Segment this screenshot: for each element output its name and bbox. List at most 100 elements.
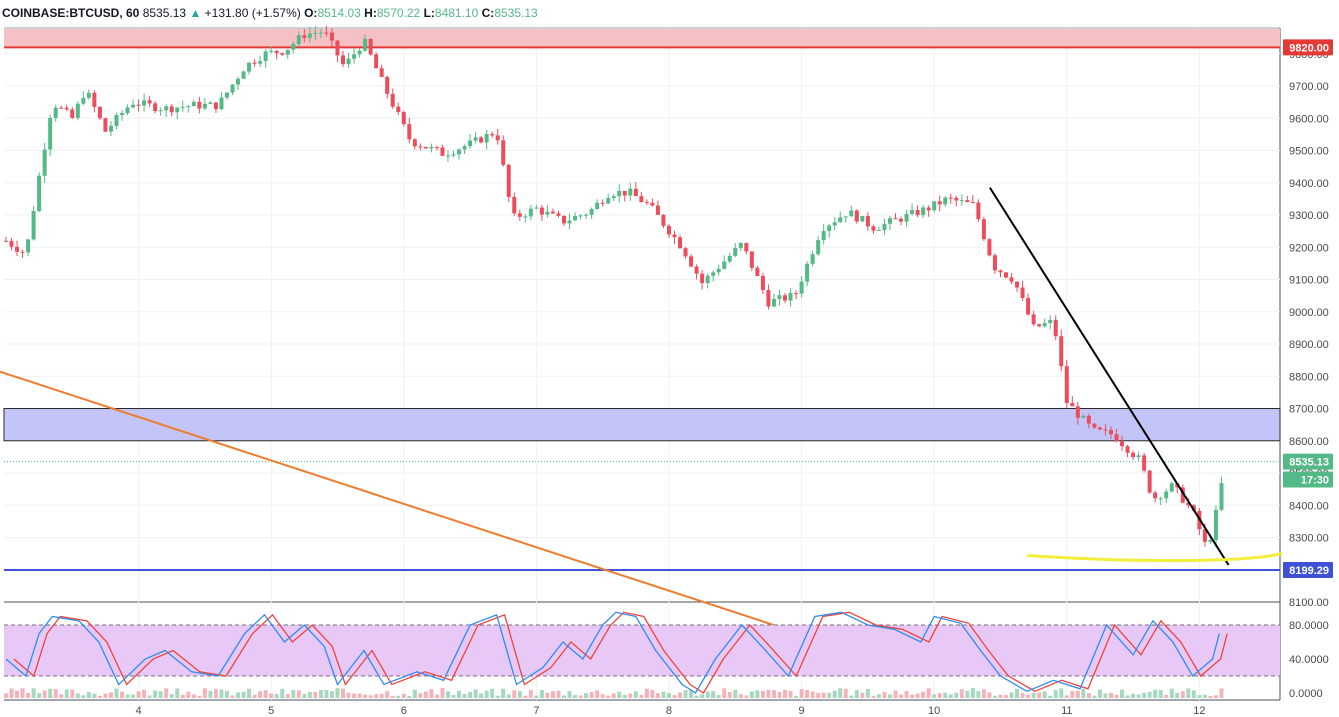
candle-body [501, 140, 506, 165]
volume-bar [832, 690, 837, 698]
volume-bar [865, 688, 870, 698]
candle-body [1004, 272, 1009, 278]
volume-bar [269, 693, 274, 698]
candle-body [567, 220, 572, 224]
candle-body [506, 164, 511, 197]
volume-bar [711, 691, 716, 698]
price-badge-label: 17:30 [1301, 474, 1329, 486]
candle-body [158, 110, 163, 112]
volume-bar [854, 690, 859, 698]
candle-body [611, 196, 616, 199]
volume-bar [296, 690, 301, 698]
candle-body [1125, 446, 1130, 453]
volume-bar [1070, 691, 1075, 698]
price-tick-label: 9300.00 [1289, 210, 1329, 222]
volume-bar [15, 690, 20, 698]
stoch-k-line [5, 611, 1220, 694]
volume-bar [644, 688, 649, 698]
candle-body [816, 240, 821, 255]
price-badge [1283, 39, 1333, 56]
candle-body [915, 210, 920, 216]
volume-bar [1086, 693, 1091, 698]
volume-bar [562, 695, 567, 698]
time-tick-label: 8 [666, 705, 672, 717]
candle-body [683, 248, 688, 257]
volume-bar [241, 691, 246, 698]
candle-body [169, 106, 174, 113]
axes: 9800.009700.009600.009500.009400.009300.… [136, 39, 1333, 717]
candle-body [644, 202, 649, 204]
candle-body [53, 107, 58, 118]
volume-bar [434, 694, 439, 698]
volume-bar [1064, 695, 1069, 698]
volume-bar [506, 694, 511, 698]
volume-bar [396, 695, 401, 698]
candle-body [987, 239, 992, 256]
volume-bar [224, 690, 229, 698]
volume-bar [357, 693, 362, 698]
volume-bar [473, 689, 478, 698]
price-tick-label: 8600.00 [1289, 436, 1329, 448]
volume-bar [75, 693, 80, 698]
volume-bar [407, 695, 412, 698]
candle-body [26, 239, 31, 253]
volume-bar [1004, 694, 1009, 698]
volume-bar [451, 694, 456, 698]
drawing-lines[interactable] [0, 187, 1283, 649]
candle-body [125, 107, 130, 114]
volume-bar [805, 689, 810, 698]
candle-body [462, 146, 467, 150]
candle-body [434, 146, 439, 148]
candle-body [318, 32, 323, 34]
candle-body [131, 104, 136, 108]
volume-bar [48, 688, 53, 698]
volume-bar [1142, 692, 1147, 698]
candle-body [573, 216, 578, 221]
volume-bar [1191, 690, 1196, 698]
volume-bar [528, 690, 533, 698]
candle-body [307, 33, 312, 38]
volume-bar [385, 691, 390, 698]
volume-bar [136, 691, 141, 698]
price-tick-label: 8800.00 [1289, 371, 1329, 383]
candle-body [534, 207, 539, 209]
candle-body [1086, 415, 1091, 424]
volume-bar [523, 695, 528, 698]
volume-bar [899, 694, 904, 698]
volume-bar [578, 695, 583, 698]
candle-body [153, 103, 158, 111]
volume-bar [423, 691, 428, 698]
volume-bar [887, 694, 892, 698]
volume-bar [1031, 692, 1036, 698]
volume-bar [70, 689, 75, 698]
volume-bar [37, 693, 42, 698]
volume-bar [573, 694, 578, 698]
volume-bar [1108, 692, 1113, 698]
volume-bar [655, 693, 660, 698]
volume-bar [114, 688, 119, 698]
volume-bar [197, 695, 202, 698]
price-tick-label: 9100.00 [1289, 275, 1329, 287]
volume-bar [678, 692, 683, 698]
change-arrow-icon: ▲ [189, 6, 202, 20]
volume-bar [1125, 695, 1130, 698]
volume-bar [352, 693, 357, 698]
close-value: 8535.13 [494, 6, 538, 20]
candle-body [1048, 319, 1053, 324]
candle-body [744, 243, 749, 252]
candle-body [180, 106, 185, 108]
volume-bar [716, 695, 721, 698]
candle-body [666, 225, 671, 235]
candle-body [352, 54, 357, 59]
candle-body [771, 298, 776, 307]
candle-body [1142, 455, 1147, 471]
candle-body [749, 251, 754, 268]
volume-bar [617, 691, 622, 698]
candle-body [849, 210, 854, 217]
volume-bar [313, 692, 318, 698]
price-tick-label: 8400.00 [1289, 500, 1329, 512]
candle-body [584, 214, 589, 216]
volume-bar [694, 695, 699, 698]
volume-bar [1092, 695, 1097, 698]
